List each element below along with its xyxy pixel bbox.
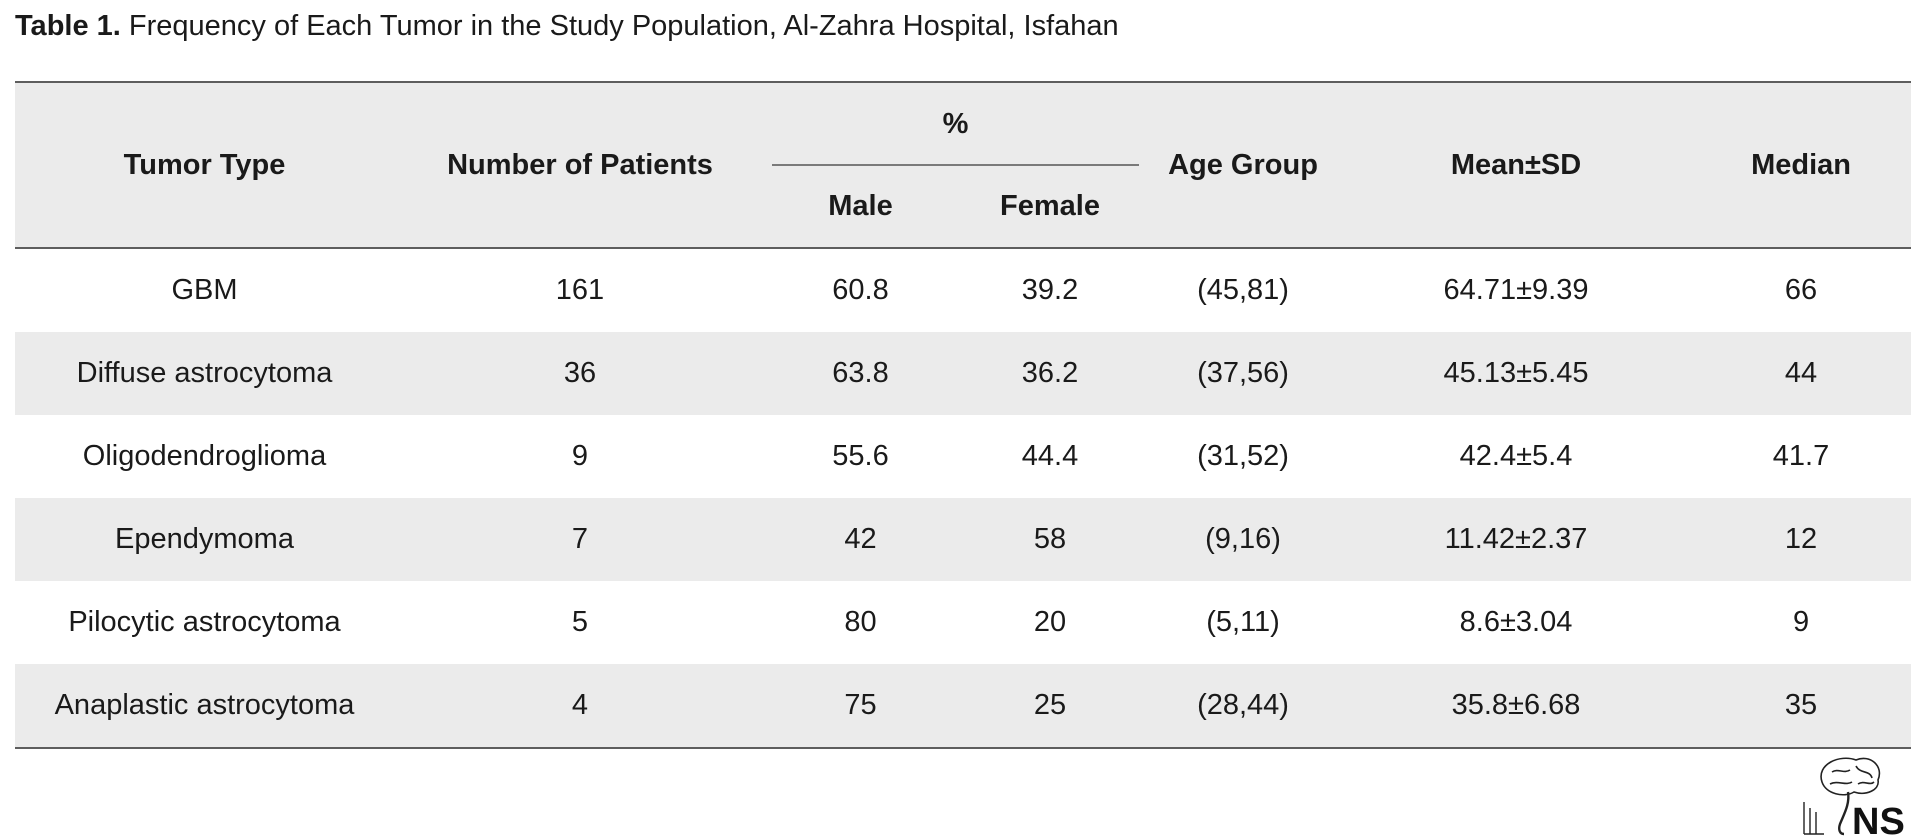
cell-median: 12 <box>1691 498 1912 581</box>
cell-age-group: (5,11) <box>1206 606 1280 638</box>
cell-number-of-patients: 4 <box>394 664 766 749</box>
cell-tumor-type: Oligodendroglioma <box>82 440 327 472</box>
cell-male-percent: 63.8 <box>766 332 955 415</box>
cell-male-percent: 60.8 <box>832 274 889 306</box>
caption-text: Frequency of Each Tumor in the Study Pop… <box>120 10 1119 42</box>
cell-age-group: (28,44) <box>1145 664 1342 749</box>
cell-median: 66 <box>1784 274 1818 306</box>
cell-female-percent: 20 <box>1033 606 1067 638</box>
table-row: GBM 161 60.8 39.2 (45,81) 64.71±9.39 66 <box>15 248 1911 332</box>
cell-female-percent: 39.2 <box>1021 274 1079 306</box>
tumor-frequency-table: Tumor Type Number of Patients % Age Grou… <box>15 81 1912 749</box>
cell-mean-sd: 8.6±3.04 <box>1459 606 1573 638</box>
table-caption: Table 1. Frequency of Each Tumor in the … <box>15 8 1119 44</box>
cell-number-of-patients: 7 <box>394 498 766 581</box>
cell-median: 9 <box>1792 606 1810 638</box>
cell-male-percent: 75 <box>766 664 955 749</box>
cell-median: 41.7 <box>1772 440 1830 472</box>
cell-age-group: (9,16) <box>1145 498 1342 581</box>
logo-text: NS <box>1852 801 1905 836</box>
header-number-of-patients: Number of Patients <box>394 81 766 249</box>
cell-tumor-type: Anaplastic astrocytoma <box>15 664 394 749</box>
table-row: Pilocytic astrocytoma 5 80 20 (5,11) 8.6±3.04… <box>15 581 1911 664</box>
cell-age-group: (37,56) <box>1145 332 1342 415</box>
cell-male-percent: 42 <box>766 498 955 581</box>
cell-age-group: (31,52) <box>1197 440 1289 472</box>
header-age-group: Age Group <box>1145 81 1342 249</box>
cell-tumor-type: Pilocytic astrocytoma <box>68 606 341 638</box>
cell-mean-sd: 42.4±5.4 <box>1459 440 1573 472</box>
journal-logo: NS <box>1803 757 1905 836</box>
cell-male-percent: 55.6 <box>832 440 889 472</box>
cell-mean-sd: 35.8±6.68 <box>1341 664 1692 749</box>
table-row: Ependymoma 7 42 58 (9,16) 11.42±2.37 12 <box>15 498 1912 581</box>
cell-female-percent: 25 <box>955 664 1146 749</box>
brain-spine-logo-icon <box>1803 757 1881 836</box>
cell-age-group: (45,81) <box>1197 274 1289 306</box>
header-median: Median <box>1691 81 1912 249</box>
table-row: Diffuse astrocytoma 36 63.8 36.2 (37,56) 45.1… <box>15 332 1912 415</box>
cell-tumor-type: GBM <box>171 274 238 306</box>
cell-number-of-patients: 161 <box>555 274 605 306</box>
header-mean-sd: Mean±SD <box>1341 81 1692 249</box>
header-female: Female <box>955 166 1146 249</box>
cell-male-percent: 80 <box>844 606 877 638</box>
cell-tumor-type: Ependymoma <box>15 498 394 581</box>
table-row: Oligodendroglioma 9 55.6 44.4 (31,52) 42.4±5.… <box>15 415 1911 498</box>
cell-median: 44 <box>1691 332 1912 415</box>
header-tumor-type: Tumor Type <box>15 81 394 249</box>
header-male: Male <box>766 166 955 249</box>
cell-mean-sd: 11.42±2.37 <box>1341 498 1692 581</box>
caption-label: Table 1. <box>15 10 121 42</box>
cell-number-of-patients: 9 <box>571 440 589 472</box>
cell-mean-sd: 64.71±9.39 <box>1443 274 1589 306</box>
cell-female-percent: 58 <box>955 498 1146 581</box>
cell-female-percent: 44.4 <box>1021 440 1079 472</box>
cell-median: 35 <box>1691 664 1912 749</box>
cell-number-of-patients: 5 <box>571 606 589 638</box>
table-row: Anaplastic astrocytoma 4 75 25 (28,44) 35.8±6… <box>15 664 1912 749</box>
cell-number-of-patients: 36 <box>394 332 766 415</box>
cell-female-percent: 36.2 <box>955 332 1146 415</box>
header-percent: % <box>766 81 1146 167</box>
cell-mean-sd: 45.13±5.45 <box>1341 332 1692 415</box>
cell-tumor-type: Diffuse astrocytoma <box>15 332 394 415</box>
